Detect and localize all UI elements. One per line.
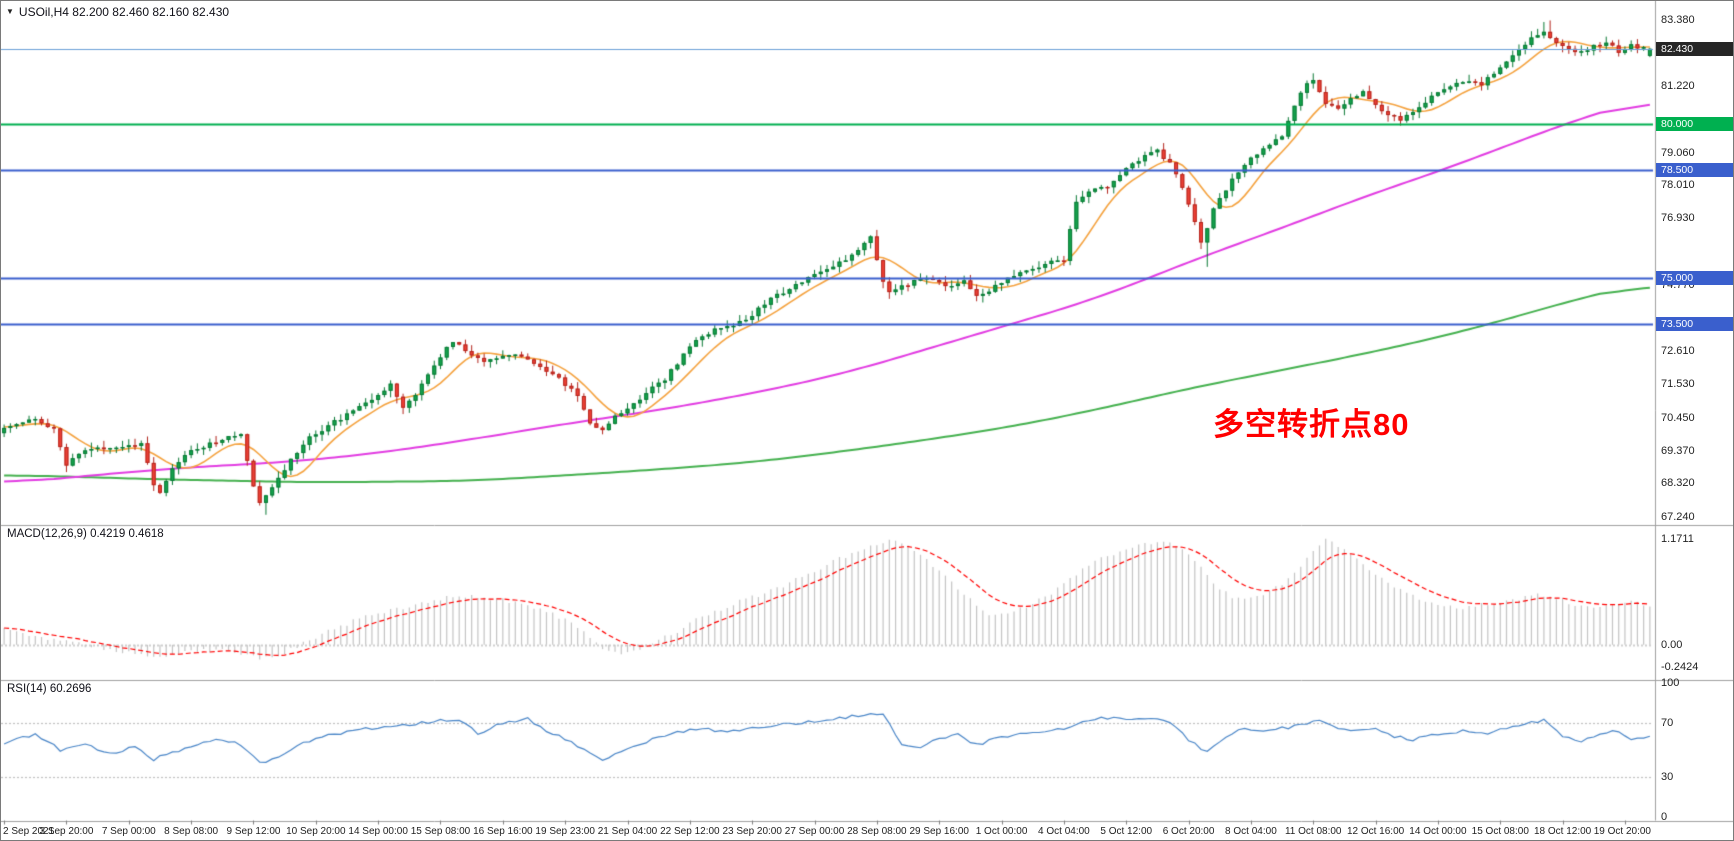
- rsi-axis-label: 70: [1661, 717, 1674, 730]
- time-axis-label: 21 Sep 04:00: [597, 826, 658, 837]
- time-axis-label: 1 Oct 00:00: [975, 826, 1028, 837]
- price-tag-82.430[interactable]: 82.430: [1656, 41, 1733, 56]
- time-axis-label: 12 Oct 16:00: [1346, 826, 1405, 837]
- price-axis-label: 72.610: [1661, 345, 1695, 358]
- rsi-axis-label: 0: [1661, 811, 1668, 823]
- rsi-axis-label: 30: [1661, 770, 1674, 783]
- price-axis-label: 81.220: [1661, 80, 1695, 93]
- time-axis-label: 3 Sep 20:00: [39, 826, 94, 837]
- time-axis-label: 28 Sep 08:00: [847, 826, 907, 837]
- time-axis-label: 10 Sep 20:00: [286, 826, 346, 837]
- price-tag-78.500[interactable]: 78.500: [1656, 162, 1733, 177]
- price-tag-75.000[interactable]: 75.000: [1656, 270, 1733, 285]
- symbol-dropdown-icon[interactable]: ▼: [6, 7, 14, 16]
- time-axis-label: 29 Sep 16:00: [909, 826, 969, 837]
- macd-indicator-label: MACD(12,26,9) 0.4219 0.4618: [7, 528, 164, 540]
- time-axis-label: 6 Oct 20:00: [1162, 826, 1215, 837]
- price-axis-label: 78.010: [1661, 178, 1695, 191]
- price-scale[interactable]: 83.380 81.220 79.060 78.010 76.930 74.770 72.6…: [1656, 1, 1733, 840]
- time-axis-label: 5 Oct 12:00: [1100, 826, 1153, 837]
- macd-axis-label: 1.1711: [1661, 533, 1694, 546]
- price-axis-label: 69.370: [1661, 445, 1695, 457]
- rsi-indicator-label: RSI(14) 60.2696: [7, 683, 91, 695]
- rsi-value: 60.2696: [49, 683, 92, 695]
- time-axis-label: 2 Sep 2021: [3, 826, 55, 837]
- price-axis-label: 79.060: [1661, 146, 1695, 159]
- time-axis-label: 14 Oct 00:00: [1409, 826, 1467, 837]
- price-axis-label: 68.320: [1661, 477, 1695, 490]
- time-axis-label: 14 Sep 00:00: [348, 826, 408, 837]
- rsi-axis-label: 100: [1661, 677, 1680, 689]
- rsi-name: RSI(14): [7, 683, 47, 695]
- time-axis-label: 7 Sep 00:00: [101, 826, 156, 837]
- price-axis-label: 67.240: [1661, 510, 1695, 523]
- symbol-ohlc-text: USOil,H4 82.200 82.460 82.160 82.430: [18, 5, 230, 19]
- price-axis-label: 70.450: [1661, 411, 1695, 424]
- macd-axis-label: -0.2424: [1661, 660, 1699, 673]
- time-axis-label: 8 Sep 08:00: [164, 826, 219, 837]
- annotation-text: 多空转折点80: [1213, 407, 1410, 442]
- time-axis[interactable]: 2 Sep 2021 3 Sep 20:00 7 Sep 00:00 8 Sep 08…: [1, 823, 1653, 840]
- time-axis-label: 18 Oct 12:00: [1533, 826, 1592, 837]
- price-axis-label: 71.530: [1661, 378, 1695, 391]
- time-axis-label: 11 Oct 08:00: [1284, 826, 1342, 837]
- time-axis-label: 15 Sep 08:00: [410, 826, 471, 837]
- price-tag-73.500[interactable]: 73.500: [1656, 316, 1733, 331]
- macd-values: 0.4219 0.4618: [90, 528, 164, 540]
- time-axis-label: 27 Sep 00:00: [784, 826, 845, 837]
- time-axis-label: 22 Sep 12:00: [660, 826, 720, 837]
- time-axis-label: 15 Oct 08:00: [1471, 826, 1529, 837]
- symbol-ohlc-header: ▼ USOil,H4 82.200 82.460 82.160 82.430: [6, 5, 229, 19]
- price-axis-label: 83.380: [1661, 13, 1695, 26]
- time-axis-label: 9 Sep 12:00: [226, 826, 281, 837]
- price-tag-80.000[interactable]: 80.000: [1656, 116, 1733, 131]
- macd-axis-label: 0.00: [1661, 638, 1683, 651]
- macd-name: MACD(12,26,9): [7, 528, 87, 540]
- time-axis-label: 4 Oct 04:00: [1038, 826, 1090, 837]
- time-axis-label: 16 Sep 16:00: [473, 826, 533, 837]
- time-axis-label: 23 Sep 20:00: [722, 826, 782, 837]
- time-axis-label: 8 Oct 04:00: [1225, 826, 1277, 837]
- price-axis-label: 76.930: [1661, 212, 1695, 225]
- time-axis-label: 19 Oct 20:00: [1593, 826, 1651, 837]
- time-axis-label: 19 Sep 23:00: [535, 826, 595, 837]
